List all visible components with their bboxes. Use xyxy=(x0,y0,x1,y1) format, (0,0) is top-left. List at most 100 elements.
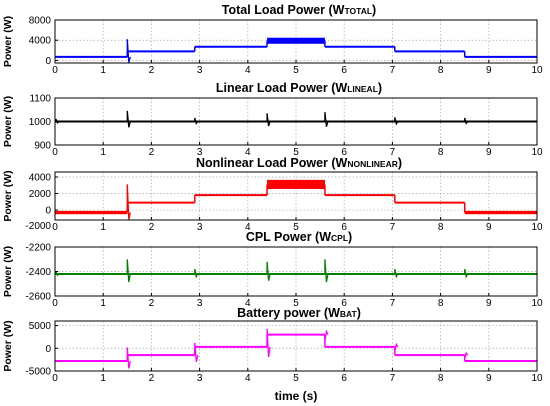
transient-spike xyxy=(126,39,131,63)
x-tick-label: 8 xyxy=(438,65,444,76)
x-tick-label: 10 xyxy=(531,373,543,384)
x-tick-label: 2 xyxy=(149,222,155,233)
x-tick-label: 6 xyxy=(341,298,347,309)
y-tick-label: 1100 xyxy=(29,94,51,105)
panel-title-main: Battery power (W xyxy=(237,306,340,320)
y-tick-label: 4000 xyxy=(29,172,52,183)
panel-title-subscript: LINEAL xyxy=(347,84,378,94)
x-tick-label: 10 xyxy=(531,298,543,309)
series-segment xyxy=(464,210,537,215)
transient-spike xyxy=(55,118,60,124)
panel-title-close: ) xyxy=(357,306,361,320)
panel-title-subscript: NONLINEAR xyxy=(347,159,398,169)
panel-title: Total Load Power (WTOTAL) xyxy=(222,3,376,17)
x-tick-label: 6 xyxy=(341,147,347,158)
y-tick-label: 4000 xyxy=(29,36,52,47)
x-tick-label: 7 xyxy=(390,298,396,309)
panel-1: 0 1 2 3 4 5 6 7 8 9 10 900 1000 1100 Linear Load Power… xyxy=(2,81,543,158)
panel-title: Nonlinear Load Power (WNONLINEAR) xyxy=(196,156,402,170)
x-tick-label: 1 xyxy=(100,373,106,384)
transient-spike xyxy=(126,347,131,369)
panel-title: Battery power (WBAT) xyxy=(237,306,361,320)
series-segment xyxy=(267,37,325,44)
series-trace xyxy=(55,259,537,283)
x-tick-label: 1 xyxy=(100,298,106,309)
x-tick-label: 2 xyxy=(149,65,155,76)
x-tick-label: 3 xyxy=(197,147,203,158)
x-tick-label: 9 xyxy=(486,147,492,158)
transient-spike xyxy=(126,184,131,220)
x-tick-label: 3 xyxy=(197,298,203,309)
y-tick-label: 0 xyxy=(45,56,51,67)
panel-title-close: ) xyxy=(398,156,402,170)
x-tick-label: 8 xyxy=(438,373,444,384)
x-tick-label: 6 xyxy=(341,373,347,384)
panel-3: 0 1 2 3 4 5 6 7 8 9 10 -2600 -2400 -2200 CPL Power (WC… xyxy=(2,230,543,309)
y-tick-label: 1000 xyxy=(29,117,52,128)
x-tick-label: 0 xyxy=(52,65,58,76)
transient-spike xyxy=(266,113,271,127)
series-trace xyxy=(55,328,537,369)
x-tick-label: 1 xyxy=(100,147,106,158)
x-tick-label: 2 xyxy=(149,373,155,384)
panel-title-main: Total Load Power (W xyxy=(222,3,345,17)
transient-spike xyxy=(194,268,199,279)
y-tick-label: 5000 xyxy=(29,321,52,332)
series-segment xyxy=(267,179,325,189)
y-axis-label: Power (W) xyxy=(2,246,14,297)
y-tick-label: -2400 xyxy=(25,267,51,278)
x-tick-label: 6 xyxy=(341,222,347,233)
y-tick-label: 0 xyxy=(45,206,51,217)
transient-spike xyxy=(194,342,199,362)
x-tick-label: 9 xyxy=(486,298,492,309)
series-segment xyxy=(55,210,128,215)
transient-spike xyxy=(394,342,399,352)
y-tick-label: -2000 xyxy=(25,221,51,232)
panel-title-close: ) xyxy=(378,81,382,95)
y-axis-label: Power (W) xyxy=(2,16,14,67)
x-tick-label: 0 xyxy=(52,147,58,158)
x-tick-label: 3 xyxy=(197,373,203,384)
x-tick-label: 9 xyxy=(486,222,492,233)
panel-title: Linear Load Power (WLINEAL) xyxy=(216,81,382,95)
x-tick-label: 5 xyxy=(293,222,299,233)
x-tick-label: 6 xyxy=(341,65,347,76)
transient-spike xyxy=(324,112,329,127)
y-tick-label: -2600 xyxy=(25,292,51,303)
panel-title: CPL Power (WCPL) xyxy=(246,230,352,244)
x-tick-label: 9 xyxy=(486,373,492,384)
x-tick-label: 4 xyxy=(245,373,251,384)
x-tick-label: 7 xyxy=(390,65,396,76)
x-tick-label: 10 xyxy=(531,147,543,158)
transient-spike xyxy=(394,268,399,279)
transient-spike xyxy=(324,259,329,283)
x-tick-label: 4 xyxy=(245,65,251,76)
panel-title-subscript: CPL xyxy=(331,233,348,243)
x-tick-label: 3 xyxy=(197,222,203,233)
transient-spike xyxy=(126,259,131,283)
y-axis-label: Power (W) xyxy=(2,320,14,371)
transient-spike xyxy=(266,261,271,281)
transient-spike xyxy=(394,117,399,126)
x-tick-label: 2 xyxy=(149,147,155,158)
x-tick-label: 8 xyxy=(438,298,444,309)
x-tick-label: 1 xyxy=(100,65,106,76)
panel-title-subscript: BAT xyxy=(340,309,358,319)
transient-spike xyxy=(55,271,60,277)
x-tick-label: 0 xyxy=(52,298,58,309)
y-tick-label: -5000 xyxy=(25,367,51,378)
series-trace xyxy=(55,110,537,128)
y-tick-label: 0 xyxy=(45,344,51,355)
x-tick-label: 5 xyxy=(293,373,299,384)
transient-spike xyxy=(324,329,329,341)
transient-spike xyxy=(464,351,469,359)
x-tick-label: 4 xyxy=(245,298,251,309)
x-tick-label: 10 xyxy=(531,222,543,233)
x-tick-label: 9 xyxy=(486,65,492,76)
panel-title-close: ) xyxy=(348,230,352,244)
x-tick-label: 4 xyxy=(245,147,251,158)
